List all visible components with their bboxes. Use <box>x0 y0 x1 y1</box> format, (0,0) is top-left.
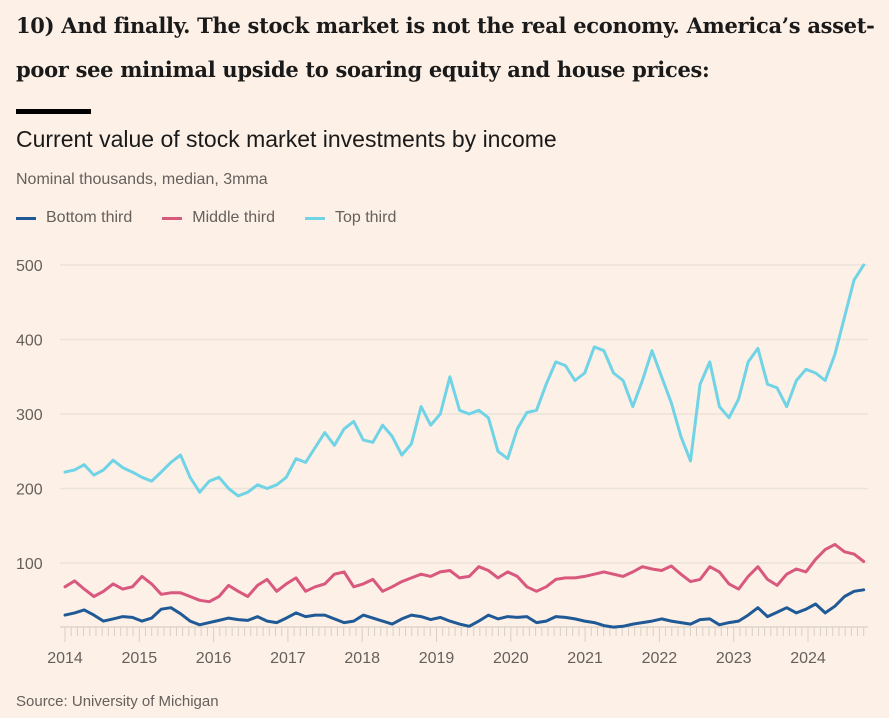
y-tick-label: 400 <box>16 333 43 350</box>
chart-title: Current value of stock market investment… <box>16 126 557 152</box>
y-tick-label: 200 <box>16 482 43 499</box>
x-tick-label: 2017 <box>270 650 306 667</box>
x-tick-label: 2019 <box>419 650 455 667</box>
gridlines <box>60 264 868 564</box>
legend-swatch-bottom-third <box>16 216 36 220</box>
x-tick-label: 2024 <box>790 650 826 667</box>
chart-source: Source: University of Michigan <box>16 693 219 710</box>
legend-swatch-middle-third <box>162 216 183 220</box>
series-line-bottom-third <box>63 588 866 629</box>
x-tick-label: 2015 <box>122 650 158 667</box>
x-tick-label: 2014 <box>47 650 83 667</box>
y-tick-label: 100 <box>16 556 43 573</box>
legend-item-bottom-third: Bottom third <box>16 209 132 227</box>
x-tick-label: 2022 <box>642 650 678 667</box>
legend-item-top-third: Top third <box>304 209 397 227</box>
series-line-middle-third <box>63 542 866 604</box>
series-lines <box>63 263 866 629</box>
legend-swatch-top-third <box>304 216 325 220</box>
x-tick-label: 2020 <box>493 650 529 667</box>
y-tick-label: 300 <box>16 407 43 424</box>
y-tick-label: 500 <box>16 258 43 275</box>
chart-subtitle: Nominal thousands, median, 3mma <box>16 171 268 188</box>
article-headline: 10) And finally. The stock market is not… <box>16 13 875 82</box>
legend-label-top-third: Top third <box>334 209 397 226</box>
x-tick-label: 2023 <box>716 650 752 667</box>
chart-legend: Bottom third Middle third Top third <box>16 209 426 227</box>
legend-label-middle-third: Middle third <box>192 209 275 226</box>
y-axis-labels: 100 200 300 400 500 <box>16 258 43 573</box>
x-tick-label: 2021 <box>567 650 603 667</box>
legend-label-bottom-third: Bottom third <box>46 209 133 226</box>
x-axis: 2014 2015 2016 2017 2018 2019 2020 2021 2022 2023… <box>47 626 868 667</box>
x-tick-label: 2018 <box>344 650 380 667</box>
x-tick-label: 2016 <box>196 650 232 667</box>
series-line-top-third <box>63 263 866 498</box>
legend-item-middle-third: Middle third <box>162 209 275 227</box>
chart-header-rule <box>16 109 91 114</box>
